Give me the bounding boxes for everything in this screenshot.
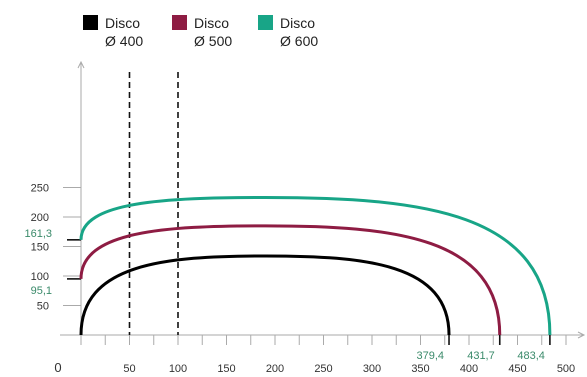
axes	[60, 60, 586, 345]
legend-label-disco-600-line2: Ø 600	[280, 33, 319, 49]
legend-swatch-disco-600	[258, 15, 273, 30]
y-tick-label-100: 100	[31, 271, 49, 283]
x-tick-label-350: 350	[411, 363, 429, 375]
start-label-3: 161,3	[24, 228, 52, 240]
legend-label-disco-500-line2: Ø 500	[194, 33, 233, 49]
y-tick-label-250: 250	[31, 183, 49, 195]
curve-1	[79, 254, 451, 336]
legend-label-disco-500-line1: Disco	[194, 15, 230, 31]
curve-2	[79, 224, 502, 336]
end-label-2: 431,7	[467, 350, 495, 362]
x-tick-label-450: 450	[508, 363, 526, 375]
x-tick-label-200: 200	[266, 363, 284, 375]
y-axis-arrow	[77, 60, 85, 69]
y-tick-label-150: 150	[31, 242, 49, 254]
reference-lines	[128, 72, 179, 335]
legend-swatch-disco-400	[83, 15, 98, 30]
y-tick-label-50: 50	[37, 301, 49, 313]
end-label-1: 379,4	[416, 350, 444, 362]
legend-label-disco-600-line1: Disco	[280, 15, 316, 31]
origin-label: 0	[54, 360, 61, 375]
start-label-2: 95,1	[31, 285, 52, 297]
x-tick-label-400: 400	[460, 363, 478, 375]
x-tick-label-250: 250	[314, 363, 332, 375]
legend-swatch-disco-500	[172, 15, 187, 30]
x-tick-label-50: 50	[123, 363, 135, 375]
x-tick-label-300: 300	[363, 363, 381, 375]
end-label-3: 483,4	[517, 350, 545, 362]
y-tick-label-200: 200	[31, 212, 49, 224]
legend-label-disco-400-line1: Disco	[105, 15, 141, 31]
x-tick-label-500: 500	[557, 363, 575, 375]
labels: 50 100 150 200 250 50 100 150 200 250 300 350 400 450…	[24, 183, 575, 376]
curves	[79, 196, 552, 336]
legend-label-disco-400-line2: Ø 400	[105, 33, 144, 49]
x-tick-label-100: 100	[169, 363, 187, 375]
x-axis-arrow	[577, 331, 586, 339]
curve-3	[79, 196, 552, 336]
x-tick-label-150: 150	[217, 363, 235, 375]
